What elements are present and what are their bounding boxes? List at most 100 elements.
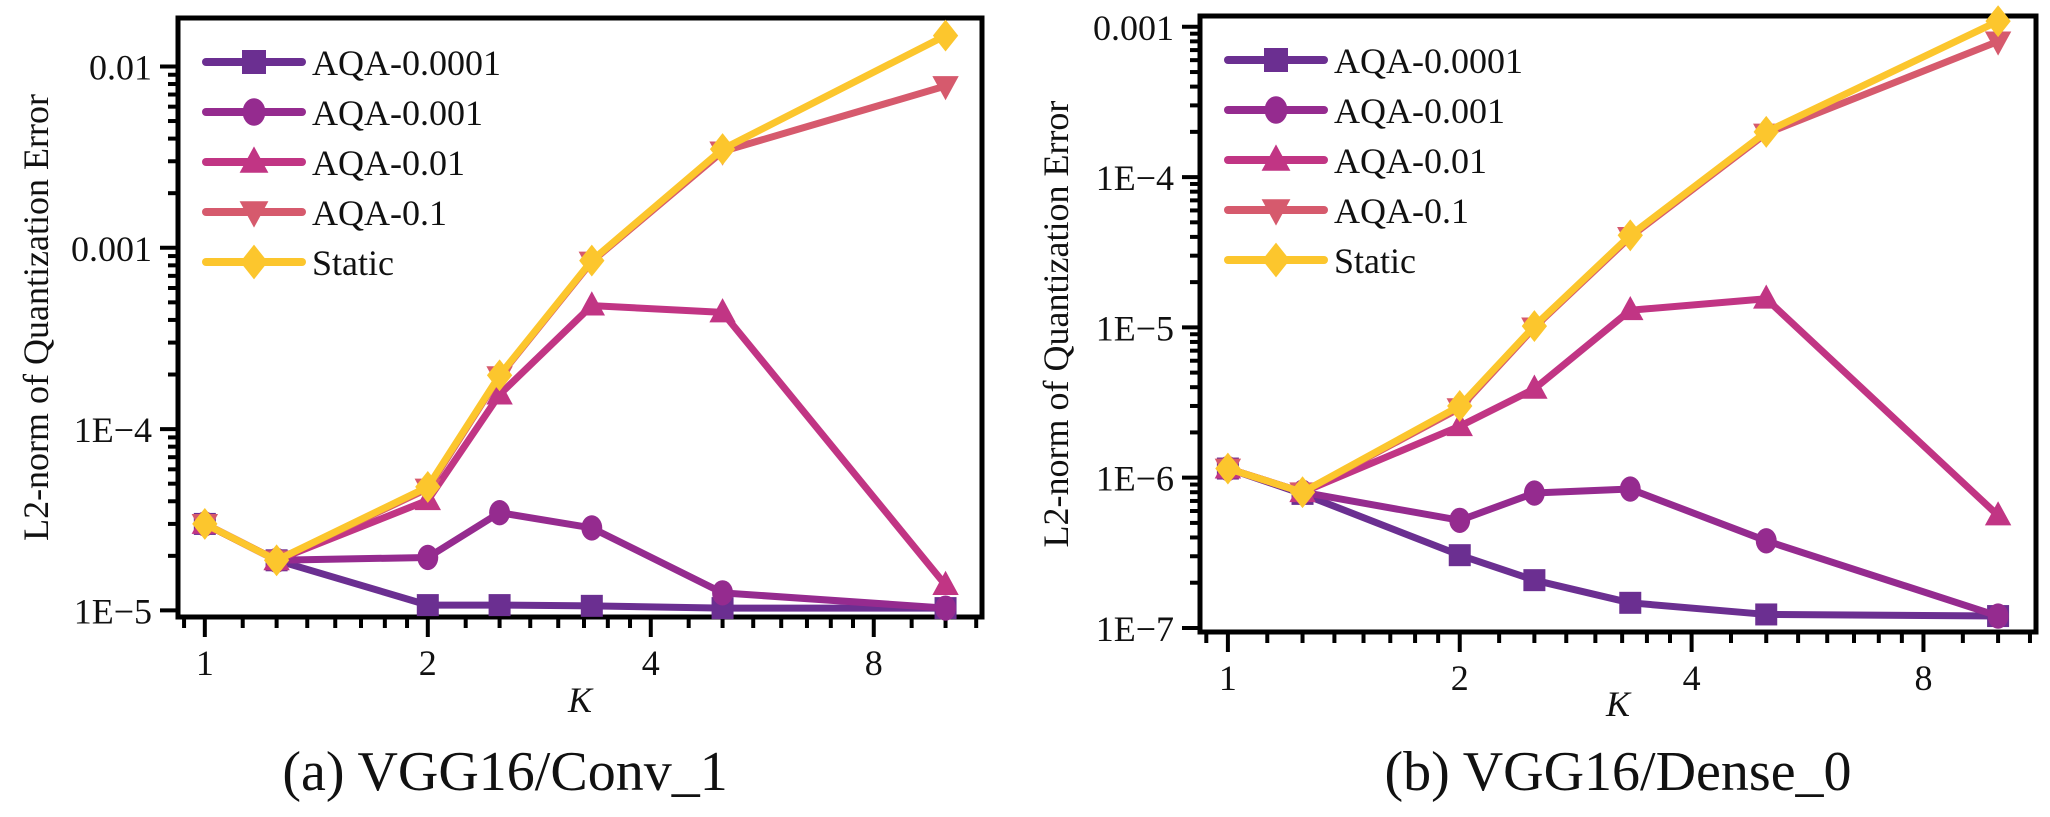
- y-axis: 1E−5 1E−4 0.001 0.01: [71, 47, 178, 631]
- series-layer: [1214, 5, 2012, 629]
- data-point: [1987, 603, 2009, 629]
- legend-label: AQA-0.01: [312, 143, 465, 183]
- series-line: [203, 509, 946, 612]
- legend-item: AQA-0.1: [202, 193, 447, 233]
- data-point: [1617, 219, 1643, 252]
- series-aqa-0-0001: [1216, 457, 2010, 628]
- data-point: [1289, 476, 1316, 509]
- data-point: [709, 298, 736, 323]
- series-layer: [191, 19, 959, 621]
- legend-item: AQA-0.0001: [202, 43, 501, 83]
- data-point: [932, 76, 959, 101]
- legend: AQA-0.0001 AQA-0.001 AQA-0.01 AQA-0.1 Static: [202, 43, 501, 283]
- series-static: [192, 19, 959, 577]
- data-point: [1753, 284, 1780, 309]
- plot-frame: [1197, 13, 2039, 635]
- data-point: [932, 570, 959, 595]
- y-tick-label: 0.001: [1093, 8, 1174, 48]
- data-point: [415, 470, 441, 503]
- legend-label: AQA-0.1: [312, 193, 447, 233]
- x-axis: 1 2 4 8: [1204, 632, 2032, 698]
- x-tick-label: 4: [642, 643, 660, 683]
- x-axis-title: K: [1605, 684, 1632, 724]
- panel-caption: (a) VGG16/Conv_1: [282, 741, 727, 803]
- plot-frame: [175, 15, 985, 620]
- x-tick-label: 2: [419, 643, 437, 683]
- y-tick-label: 1E−7: [1096, 609, 1174, 649]
- data-point: [416, 594, 439, 617]
- legend-marker-icon: [242, 98, 266, 126]
- y-tick-label: 1E−4: [74, 410, 152, 450]
- data-point: [932, 19, 959, 52]
- legend-label: AQA-0.001: [312, 93, 483, 133]
- legend-label: AQA-0.1: [1334, 191, 1469, 231]
- data-point: [580, 594, 603, 617]
- y-tick-label: 1E−5: [1096, 308, 1174, 348]
- data-point: [488, 594, 511, 617]
- data-point: [712, 580, 734, 606]
- data-point: [489, 500, 511, 526]
- data-point: [1215, 452, 1241, 485]
- data-point: [1755, 603, 1778, 626]
- legend-marker-icon: [1264, 48, 1288, 72]
- data-point: [1619, 476, 1641, 502]
- x-tick-label: 1: [1219, 658, 1237, 698]
- legend-item: AQA-0.0001: [1224, 41, 1523, 81]
- legend-label: AQA-0.01: [1334, 141, 1487, 181]
- x-tick-label: 1: [196, 643, 214, 683]
- series-line: [203, 520, 946, 612]
- data-point: [1521, 374, 1548, 399]
- legend-label: Static: [312, 243, 394, 283]
- legend: AQA-0.0001 AQA-0.001 AQA-0.01 AQA-0.1 Static: [1224, 41, 1523, 281]
- series-line: [1226, 465, 2000, 620]
- data-point: [1985, 5, 2011, 38]
- legend-item: Static: [1224, 241, 1416, 281]
- data-point: [578, 291, 606, 316]
- legend-label: AQA-0.0001: [1334, 41, 1523, 81]
- data-point: [192, 507, 218, 540]
- legend-item: AQA-0.1: [1224, 191, 1469, 231]
- legend-label: Static: [1334, 241, 1416, 281]
- data-point: [1984, 501, 2012, 526]
- series-line: [1226, 295, 2001, 519]
- series-static: [1215, 5, 2011, 509]
- x-tick-label: 8: [1914, 658, 1932, 698]
- x-tick-label: 2: [1451, 658, 1469, 698]
- x-axis: 1 2 4 8: [182, 617, 979, 683]
- y-axis-title: L2-norm of Quantization Error: [1036, 101, 1076, 548]
- data-point: [709, 133, 736, 166]
- data-point: [935, 595, 956, 621]
- data-point: [486, 380, 513, 405]
- data-point: [581, 515, 603, 541]
- panel-caption: (b) VGG16/Dense_0: [1384, 741, 1851, 803]
- data-point: [1523, 480, 1545, 506]
- data-point: [486, 359, 513, 392]
- legend-label: AQA-0.0001: [312, 43, 501, 83]
- legend-marker-icon: [239, 201, 269, 228]
- x-axis-title: K: [567, 680, 594, 720]
- data-point: [1448, 544, 1471, 567]
- legend-item: AQA-0.01: [202, 143, 465, 183]
- data-point: [1449, 507, 1471, 534]
- legend-marker-icon: [239, 146, 269, 173]
- legend-marker-icon: [242, 50, 266, 74]
- data-point: [579, 244, 605, 277]
- legend-marker-icon: [1264, 96, 1288, 124]
- data-point: [1446, 411, 1473, 437]
- data-point: [1755, 528, 1777, 554]
- data-point: [417, 544, 439, 571]
- legend-marker-icon: [1261, 199, 1291, 226]
- legend-item: AQA-0.001: [202, 93, 483, 133]
- legend-marker-icon: [1262, 242, 1290, 278]
- data-point: [1753, 115, 1779, 148]
- y-tick-label: 1E−4: [1096, 158, 1174, 198]
- legend-marker-icon: [240, 244, 268, 280]
- legend-marker-icon: [1261, 144, 1291, 171]
- data-point: [1619, 591, 1642, 614]
- x-tick-label: 4: [1683, 658, 1701, 698]
- y-tick-label: 1E−6: [1096, 459, 1174, 499]
- legend-item: Static: [202, 243, 394, 283]
- y-tick-label: 0.001: [71, 229, 152, 269]
